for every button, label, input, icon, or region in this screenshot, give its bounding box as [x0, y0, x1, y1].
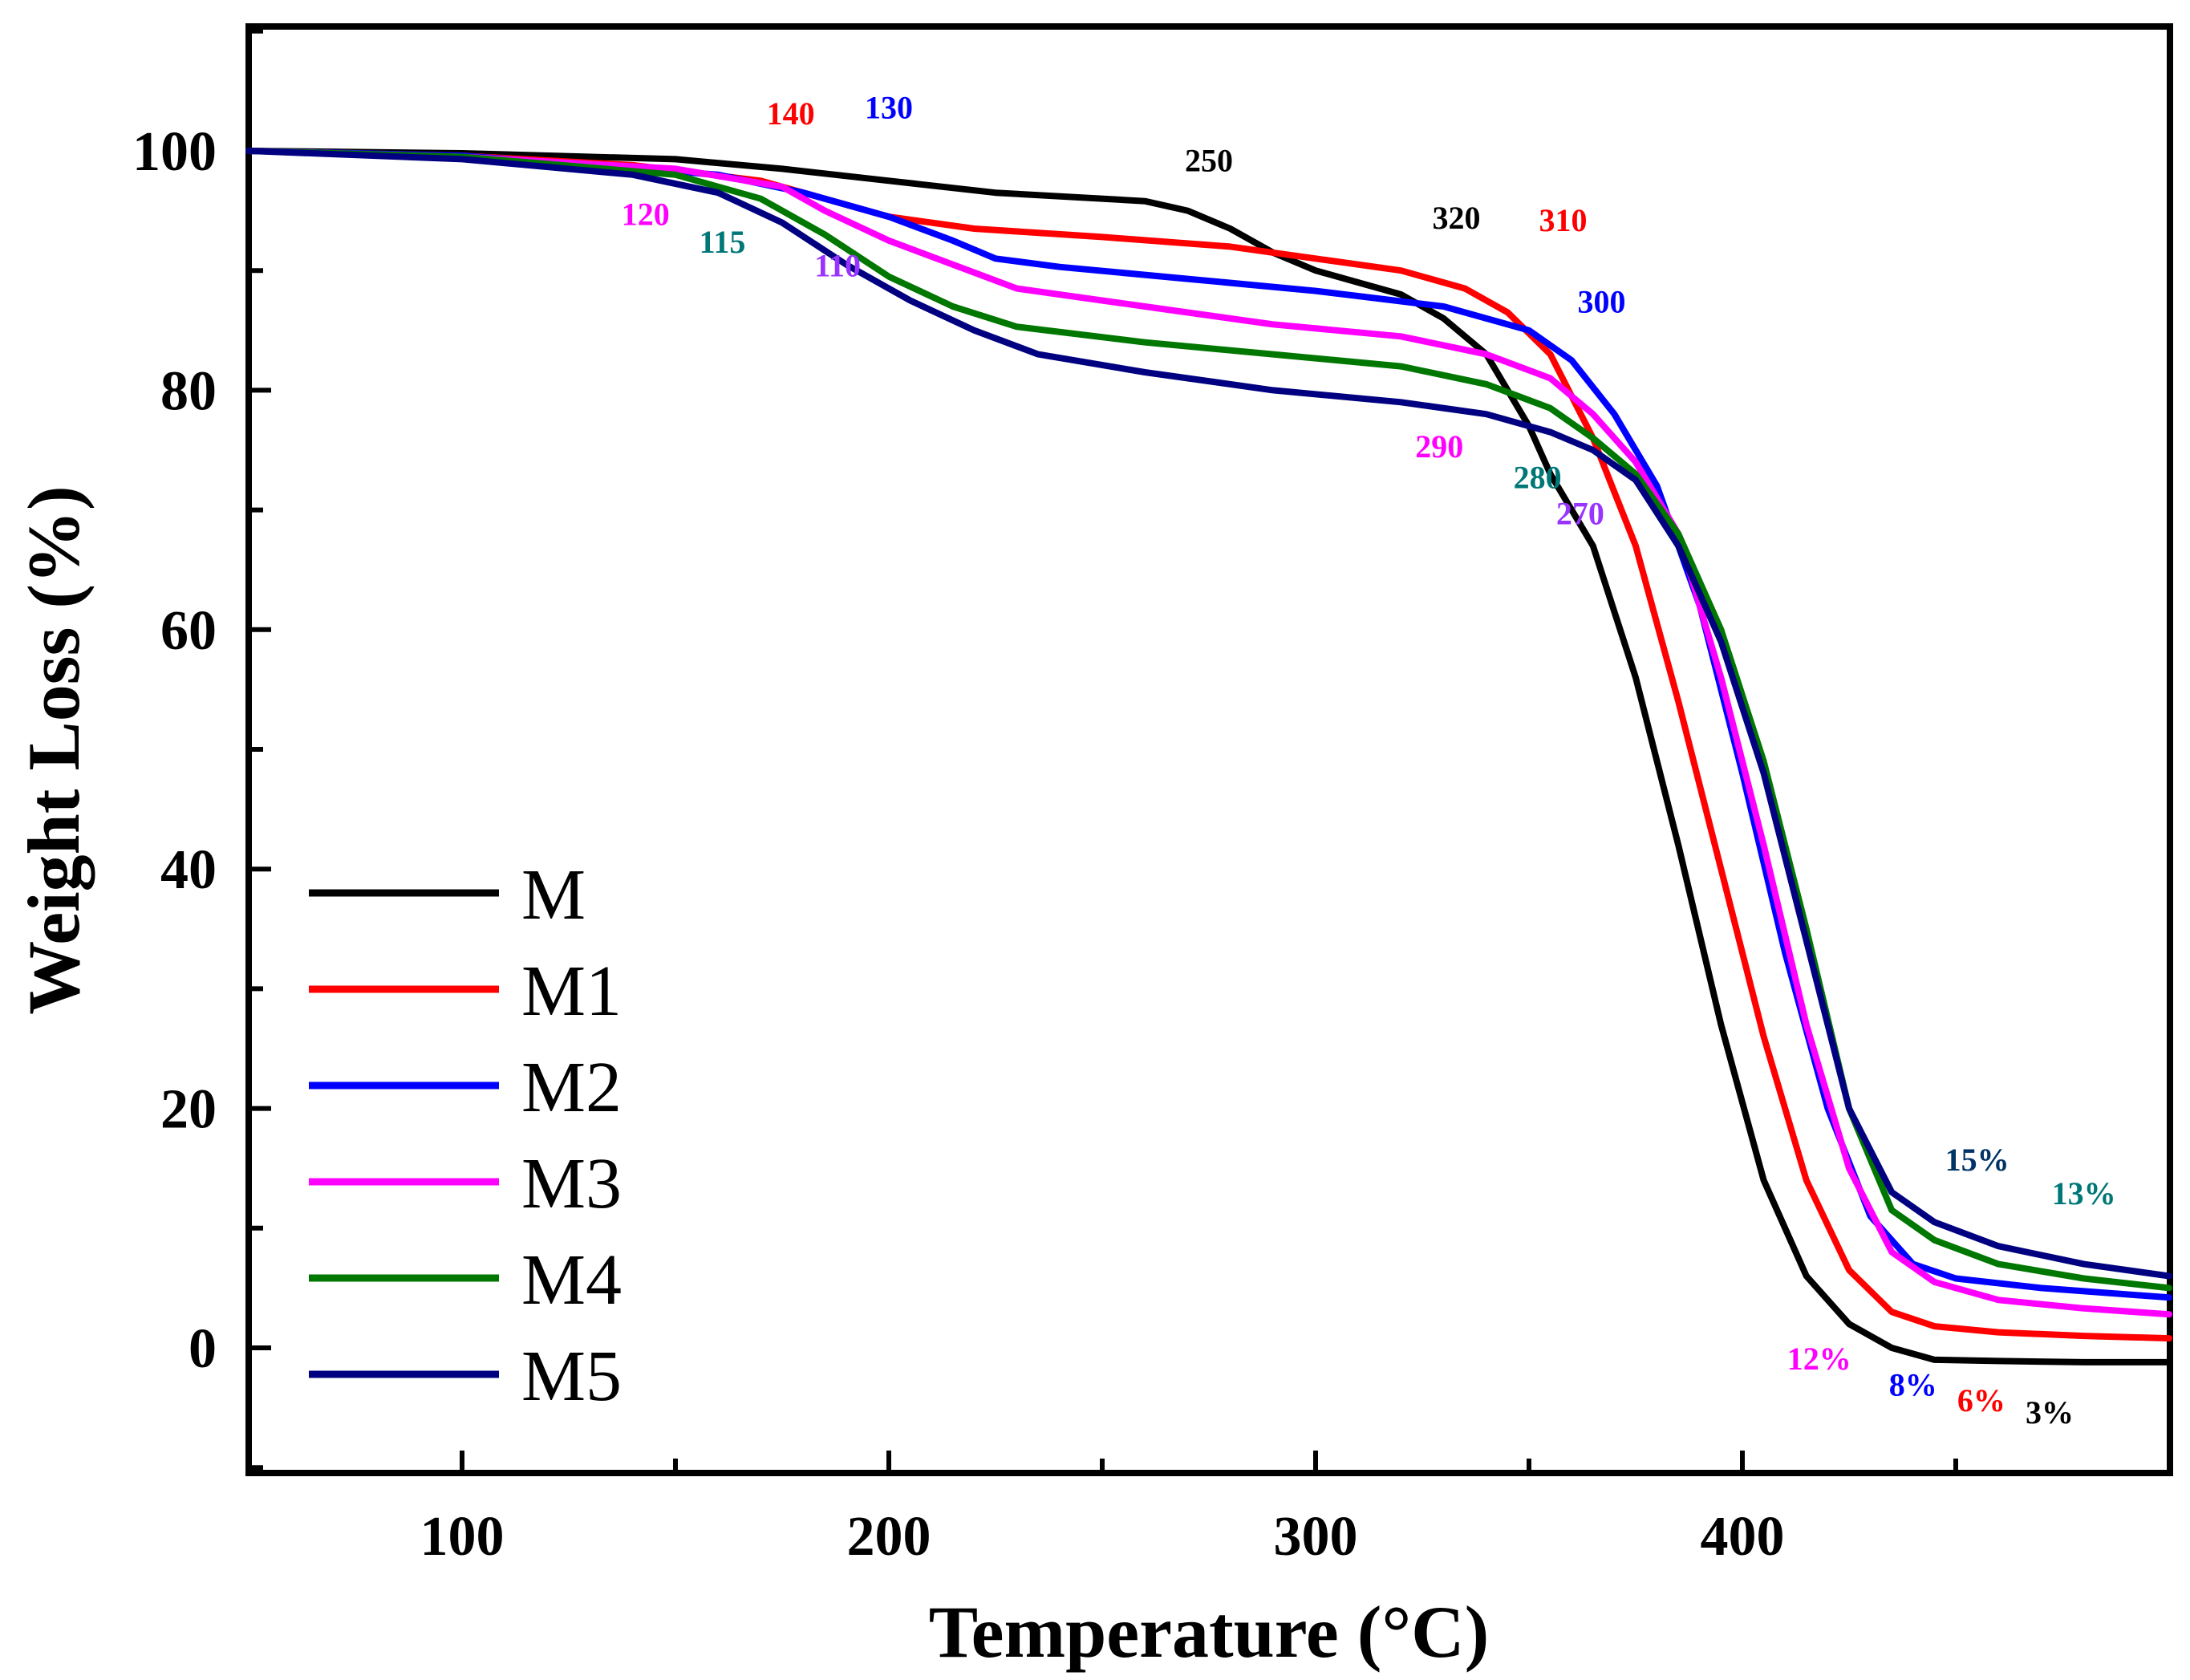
annotation-label: 290: [1415, 428, 1463, 465]
legend-label-m1: M1: [521, 952, 622, 1031]
annotation-label: 280: [1514, 460, 1562, 496]
y-tick-label: 20: [160, 1079, 217, 1141]
annotation-label: 13%: [2052, 1175, 2116, 1211]
annotation-label: 130: [865, 90, 913, 126]
x-tick-label: 300: [1274, 1506, 1358, 1568]
annotation-label: 250: [1185, 142, 1233, 178]
annotation-label: 6%: [1957, 1382, 2005, 1418]
annotation-label: 270: [1556, 496, 1604, 532]
y-tick-label: 40: [160, 839, 217, 901]
annotation-label: 12%: [1787, 1341, 1851, 1377]
annotation-label: 115: [700, 224, 746, 260]
tick-labels: 100 200 300 400 0 20 40 60 80 100: [132, 121, 1785, 1568]
x-tick-label: 200: [847, 1506, 931, 1568]
annotation-label: 320: [1433, 200, 1481, 236]
series-line-m3: [245, 148, 2172, 1318]
annotation-label: 8%: [1889, 1367, 1937, 1403]
y-tick-label: 60: [160, 600, 217, 662]
legend-label-m: M: [521, 855, 586, 935]
x-tick-label: 400: [1701, 1506, 1785, 1568]
legend-label-m2: M2: [521, 1048, 622, 1127]
annotation-label: 3%: [2026, 1394, 2074, 1430]
annotation-label: 300: [1577, 283, 1625, 319]
series-line-m5: [245, 148, 2172, 1280]
y-tick-label: 100: [132, 121, 217, 183]
annotation-label: 110: [814, 248, 861, 284]
x-tick-label: 100: [420, 1506, 505, 1568]
legend-label-m5: M5: [521, 1337, 622, 1416]
annotation-label: 15%: [1945, 1142, 2010, 1178]
y-tick-label: 0: [189, 1318, 217, 1380]
annotation-label: 120: [622, 197, 670, 233]
series-line-m4: [245, 148, 2172, 1292]
legend-label-m3: M3: [521, 1144, 622, 1223]
series-lines: [245, 148, 2172, 1366]
legend: M M1 M2 M3 M4 M5: [309, 855, 622, 1416]
y-tick-label: 80: [160, 360, 217, 422]
y-axis-title: Weight Loss (%): [13, 485, 95, 1014]
plot-frame: [245, 23, 2173, 1476]
annotation-label: 140: [767, 95, 815, 132]
x-axis-title: Temperature (°C): [929, 1591, 1490, 1673]
legend-label-m4: M4: [521, 1240, 622, 1320]
annotation-label: 310: [1539, 202, 1588, 238]
